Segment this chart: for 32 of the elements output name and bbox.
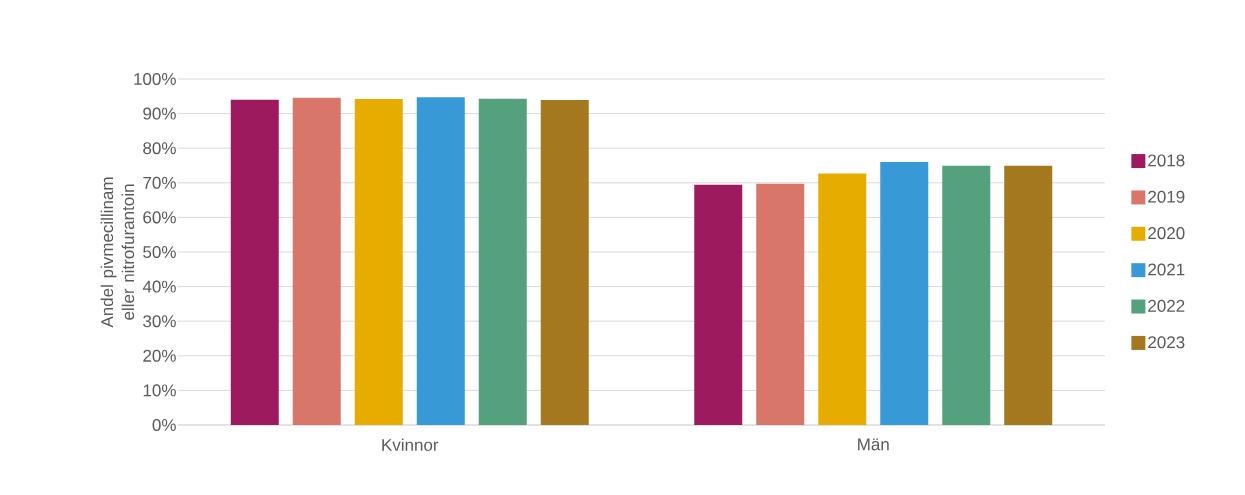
legend-label: 2021 bbox=[1148, 263, 1185, 276]
y-tick-label: 70% bbox=[143, 176, 176, 189]
bar bbox=[230, 99, 279, 425]
legend-label: 2019 bbox=[1148, 190, 1185, 203]
y-tick-label: 80% bbox=[143, 142, 176, 155]
bar bbox=[416, 97, 465, 425]
bar bbox=[942, 165, 991, 425]
bar bbox=[478, 98, 527, 425]
bar bbox=[540, 100, 589, 425]
y-tick-label: 60% bbox=[143, 211, 176, 224]
y-tick-label: 30% bbox=[143, 315, 176, 328]
legend-label: 2022 bbox=[1148, 299, 1185, 312]
y-tick-label: 50% bbox=[143, 245, 176, 259]
y-tick-label: 100% bbox=[134, 72, 176, 86]
bar bbox=[694, 184, 743, 425]
bar bbox=[880, 162, 929, 425]
x-tick-label: Män bbox=[858, 438, 889, 451]
legend-label: 2020 bbox=[1148, 227, 1185, 240]
y-tick-label: 90% bbox=[143, 107, 176, 120]
legend-label: 2023 bbox=[1148, 336, 1185, 349]
bar bbox=[354, 99, 403, 425]
y-axis-title: Andel pivmecillinam eller nitrofurantoin bbox=[100, 177, 135, 328]
y-tick-label: 20% bbox=[143, 349, 176, 362]
bar bbox=[756, 183, 805, 425]
x-tick-label: Kvinnor bbox=[382, 438, 439, 452]
bar bbox=[818, 173, 867, 425]
y-tick-label: 40% bbox=[142, 280, 176, 293]
y-tick-label: 10% bbox=[143, 384, 176, 397]
y-tick-label: 0% bbox=[152, 418, 176, 432]
bar bbox=[292, 97, 341, 425]
legend-label: 2018 bbox=[1148, 154, 1185, 167]
bar bbox=[1004, 165, 1053, 425]
